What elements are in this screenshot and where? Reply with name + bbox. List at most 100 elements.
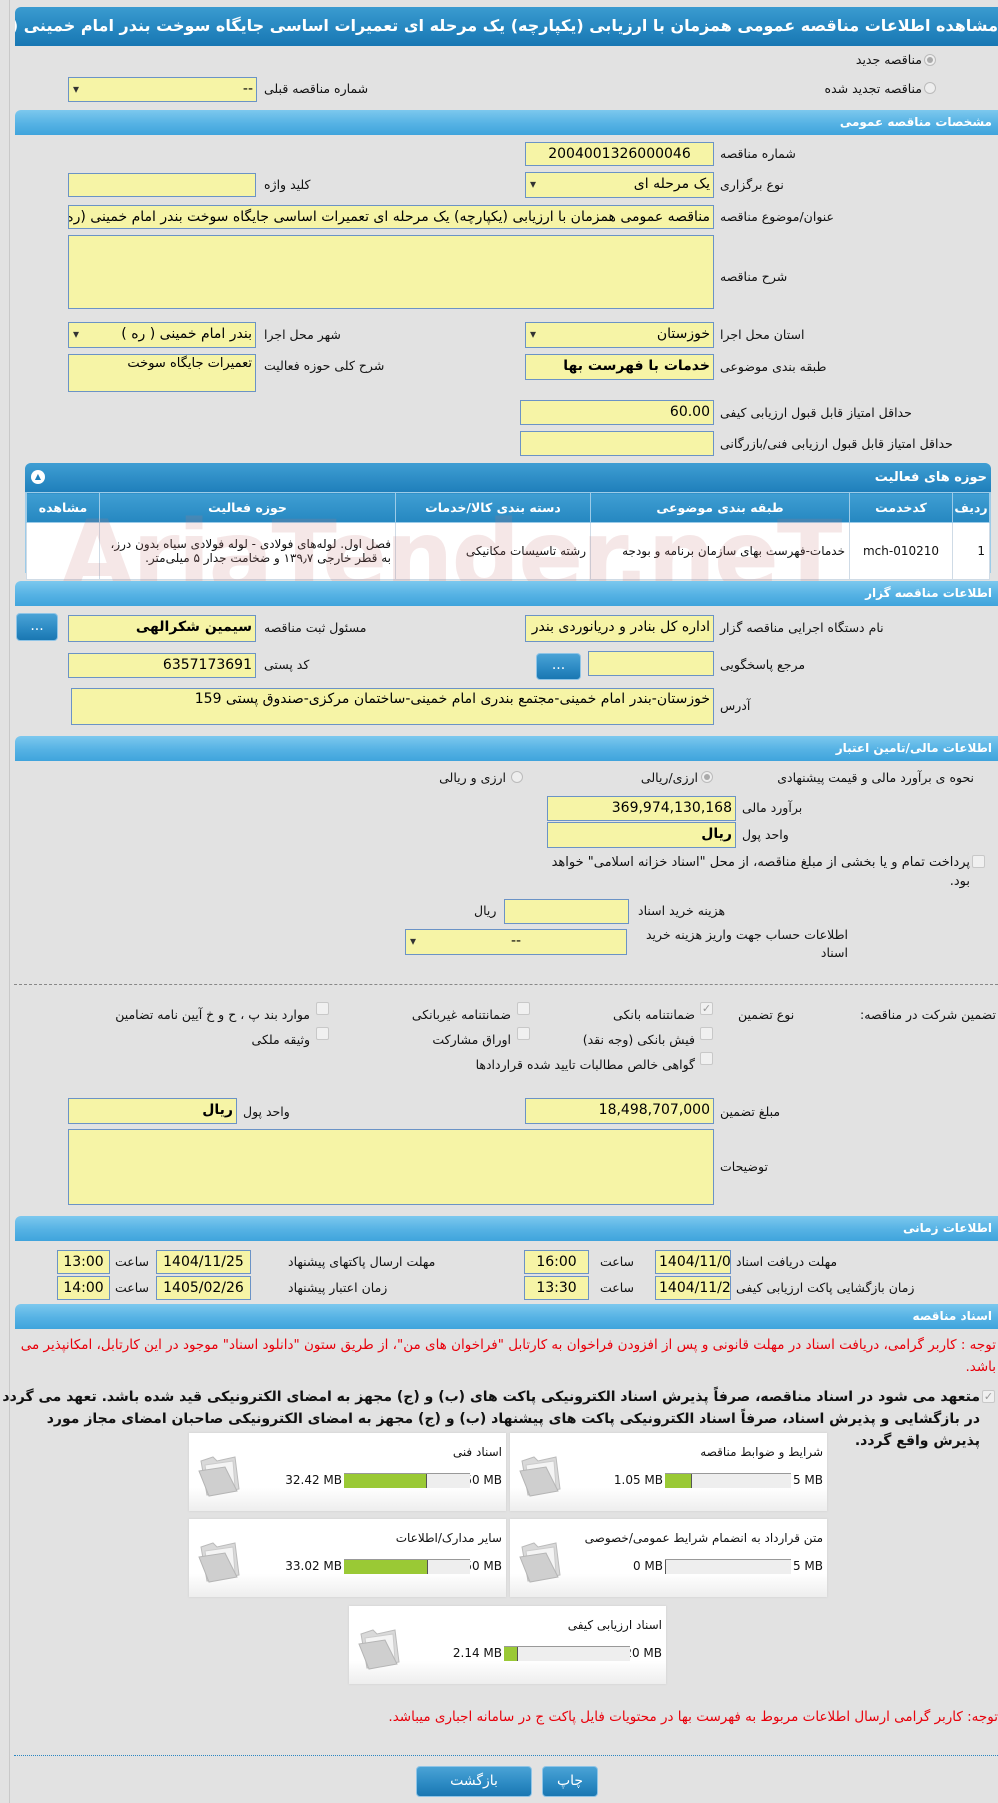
file-card[interactable]: سایر مدارک/اطلاعات 50 MB 33.02 MB [189, 1519, 506, 1597]
province-label: استان محل اجرا [720, 327, 805, 342]
submit-date-field[interactable]: 1404/11/25 [156, 1250, 251, 1274]
new-tender-radio[interactable] [924, 54, 936, 66]
col-subject-class: طبقه بندی موضوعی [590, 492, 850, 523]
doc-receive-hour-label: ساعت [600, 1254, 635, 1269]
divider [14, 984, 998, 985]
registrar-label: مسئول ثبت مناقصه [264, 620, 367, 635]
file-max-size: 50 MB [464, 1559, 502, 1573]
activities-table: ردیف کدخدمت طبقه بندی موضوعی دسته بندی ک… [26, 492, 990, 580]
method-currency-and-rial-radio[interactable] [511, 771, 523, 783]
doc-fee-label: هزینه خرید اسناد [638, 903, 726, 918]
guarantee-currency-label: واحد پول [243, 1104, 290, 1119]
receivables-certificate-checkbox[interactable] [700, 1052, 713, 1065]
registrar-field[interactable]: سیمین شکرالهی [68, 615, 256, 642]
holding-type-select[interactable]: یک مرحله ای [525, 172, 714, 198]
validity-date-field[interactable]: 1405/02/26 [156, 1276, 251, 1300]
quality-open-date-field[interactable]: 1404/11/25 [655, 1276, 731, 1300]
category-field[interactable]: خدمات با فهرست بها [525, 354, 714, 380]
section-timing: اطلاعات زمانی [15, 1216, 998, 1241]
print-button[interactable]: چاپ [542, 1766, 598, 1797]
bank-guarantee-checkbox[interactable]: ✓ [700, 1002, 713, 1015]
city-select[interactable]: بندر امام خمینی ( ره ) [68, 322, 256, 348]
file-used-size: 1.05 MB [613, 1473, 663, 1487]
bank-account-select[interactable]: -- [405, 929, 627, 955]
file-used-size: 33.02 MB [285, 1559, 342, 1573]
holding-type-label: نوع برگزاری [720, 177, 784, 192]
tender-number-field[interactable]: 2004001326000046 [525, 142, 714, 166]
submit-deadline-label: مهلت ارسال پاکتهای پیشنهاد [288, 1254, 436, 1269]
activity-textarea[interactable]: تعمیرات جایگاه سوخت [68, 354, 256, 392]
province-select[interactable]: خوزستان [525, 322, 714, 348]
regulation-items-label: موارد بند پ ، ح و خ آیین نامه تضامین [115, 1007, 310, 1022]
method-currency-rial-radio[interactable] [701, 771, 713, 783]
reference-field[interactable] [588, 651, 714, 676]
keyword-label: کلید واژه [264, 177, 311, 192]
estimate-method-label: نحوه ی برآورد مالی و قیمت پیشنهادی [777, 770, 974, 785]
col-activity-area: حوزه فعالیت [99, 492, 396, 523]
bank-account-label: اطلاعات حساب جهت واریز هزینه خرید اسناد [645, 927, 848, 960]
page-title: مشاهده اطلاعات مناقصه عمومی همزمان با ار… [15, 7, 998, 46]
section-documents: اسناد مناقصه [15, 1304, 998, 1329]
notes-textarea[interactable] [68, 1129, 714, 1205]
cell-view[interactable] [26, 522, 100, 580]
keyword-field[interactable] [68, 173, 256, 197]
submit-time-field[interactable]: 13:00 [57, 1250, 110, 1274]
documents-notice: توجه : کاربر گرامی، دریافت اسناد در مهلت… [20, 1337, 996, 1375]
file-usage-fill [344, 1474, 427, 1488]
doc-receive-time-field[interactable]: 16:00 [524, 1250, 589, 1274]
city-label: شهر محل اجرا [264, 327, 341, 342]
footer-divider [14, 1755, 998, 1756]
col-view: مشاهده [26, 492, 100, 523]
cell-row: 1 [952, 522, 990, 580]
doc-fee-field[interactable] [504, 899, 629, 924]
estimate-field[interactable]: 369,974,130,168 [547, 796, 736, 821]
folder-icon [358, 1629, 400, 1670]
notes-label: توضیحات [720, 1159, 768, 1174]
guarantee-amount-field[interactable]: 18,498,707,000 [525, 1098, 714, 1124]
file-card[interactable]: شرایط و ضوابط مناقصه 5 MB 1.05 MB [510, 1433, 827, 1511]
file-max-size: 5 MB [792, 1559, 823, 1573]
min-quality-score-field[interactable]: 60.00 [520, 400, 714, 425]
bonds-checkbox[interactable] [517, 1027, 530, 1040]
quality-open-hour-label: ساعت [600, 1280, 635, 1295]
registrar-more-button[interactable]: ... [16, 613, 58, 641]
treasury-checkbox[interactable] [972, 855, 985, 868]
renewed-tender-radio[interactable] [924, 82, 936, 94]
new-tender-label: مناقصه جدید [855, 52, 922, 67]
doc-receive-date-field[interactable]: 1404/11/07 [655, 1250, 731, 1274]
file-title: متن قرارداد به انضمام شرایط عمومی/خصوصی [584, 1531, 823, 1545]
currency-field[interactable]: ریال [547, 822, 736, 848]
quality-open-label: زمان بازگشایی پاکت ارزیابی کیفی [736, 1280, 915, 1295]
commitment-text: متعهد می شود در اسناد مناقصه، صرفاً پذیر… [2, 1389, 980, 1449]
nonbank-guarantee-checkbox[interactable] [517, 1002, 530, 1015]
subject-field[interactable]: مناقصه عمومی همزمان با ارزیابی (یکپارچه)… [68, 205, 714, 229]
cell-service-code: mch-010210 [849, 522, 953, 580]
address-field[interactable]: خوزستان-بندر امام خمینی-مجتمع بندری امام… [71, 688, 714, 725]
property-collateral-checkbox[interactable] [316, 1027, 329, 1040]
file-card[interactable]: اسناد فنی 50 MB 32.42 MB [189, 1433, 506, 1511]
collapse-icon[interactable]: ▲ [31, 470, 45, 484]
file-card[interactable]: اسناد ارزیابی کیفی 20 MB 2.14 MB [349, 1606, 666, 1684]
prev-tender-number-select[interactable]: -- [68, 77, 257, 102]
commitment-checkbox[interactable]: ✓ [982, 1390, 995, 1403]
quality-open-time-field[interactable]: 13:30 [524, 1276, 589, 1300]
description-textarea[interactable] [68, 235, 714, 309]
reference-more-button[interactable]: ... [536, 653, 581, 680]
activities-header: حوزه های فعالیت [25, 463, 991, 492]
footer-notice: توجه: کاربر گرامی ارسال اطلاعات مربوط به… [388, 1709, 998, 1725]
description-label: شرح مناقصه [720, 269, 788, 284]
bank-receipt-checkbox[interactable] [700, 1027, 713, 1040]
guarantee-amount-label: مبلغ تضمین [720, 1104, 781, 1119]
currency-label: واحد پول [742, 827, 789, 842]
guarantee-currency-field[interactable]: ریال [68, 1098, 237, 1124]
property-collateral-label: وثیقه ملکی [251, 1032, 310, 1047]
back-button[interactable]: بازگشت [416, 1766, 532, 1797]
postal-code-field[interactable]: 6357173691 [68, 653, 256, 678]
folder-icon [519, 1456, 561, 1497]
min-tech-score-field[interactable] [520, 431, 714, 456]
regulation-items-checkbox[interactable] [316, 1002, 329, 1015]
validity-time-field[interactable]: 14:00 [57, 1276, 110, 1300]
cell-goods-category: رشته تاسیسات مکانیکی [395, 522, 591, 580]
organization-field[interactable]: اداره کل بنادر و دریانوردی بندر امام خمی… [525, 615, 714, 642]
file-card[interactable]: متن قرارداد به انضمام شرایط عمومی/خصوصی 5… [510, 1519, 827, 1597]
